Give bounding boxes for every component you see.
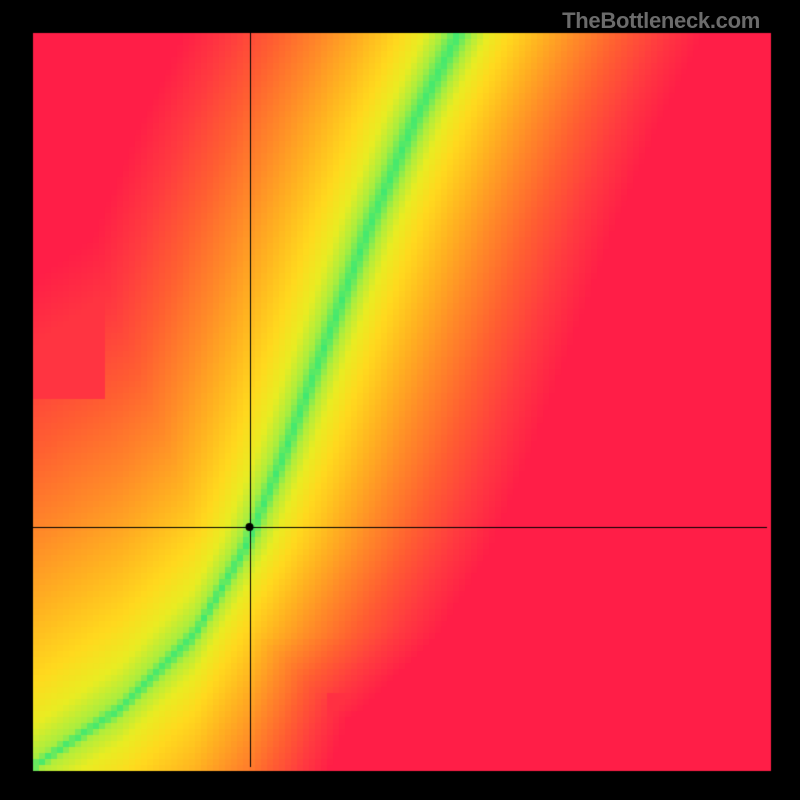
watermark-label: TheBottleneck.com <box>562 8 760 34</box>
bottleneck-heatmap-canvas <box>0 0 800 800</box>
chart-container: TheBottleneck.com <box>0 0 800 800</box>
